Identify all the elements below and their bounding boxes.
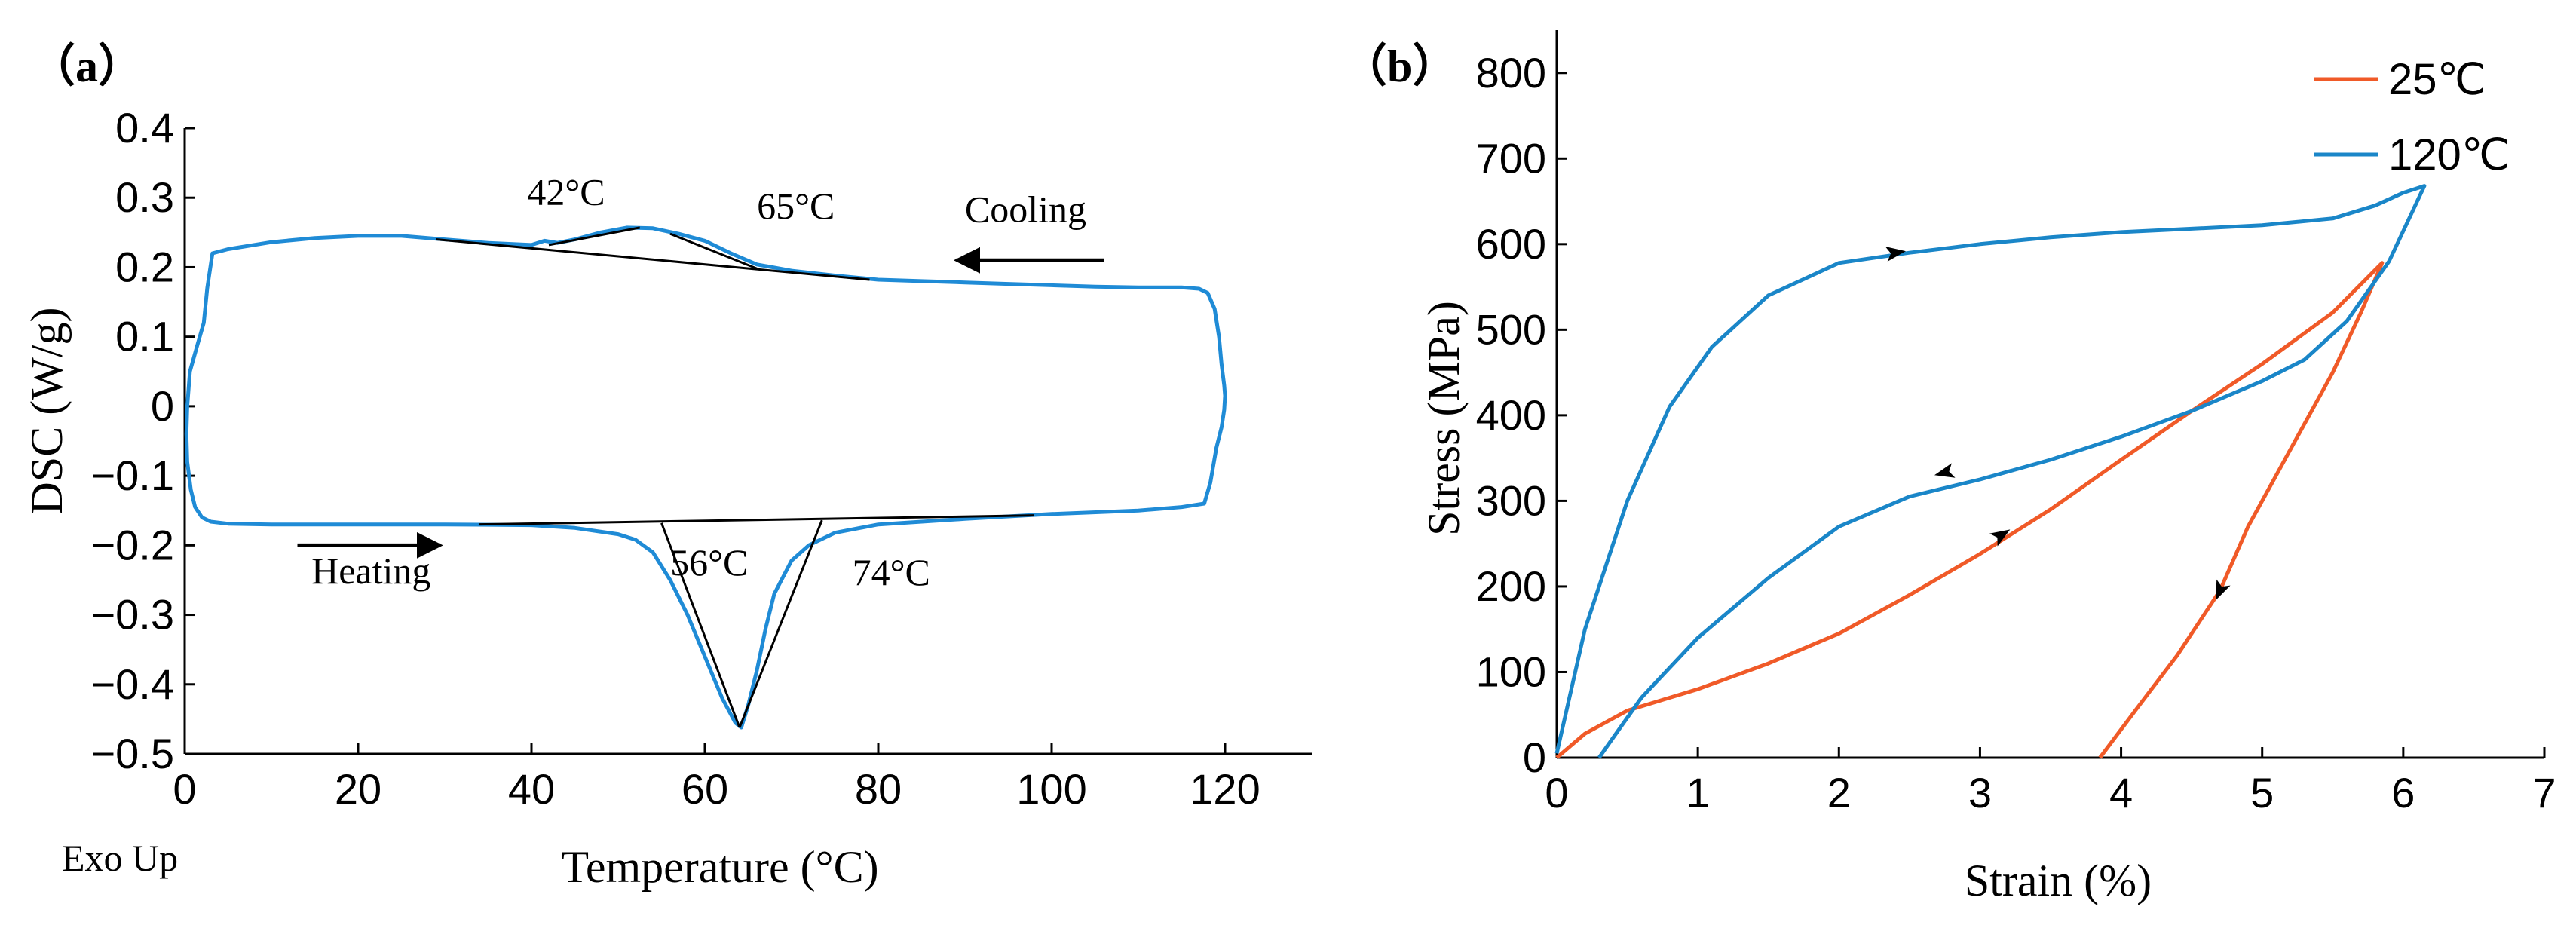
- ss-x-tick-label: 2: [1827, 769, 1851, 816]
- dsc-tangent-line: [479, 514, 1035, 526]
- dsc-annotation: 74°C: [853, 551, 930, 593]
- ss-y-tick-label: 500: [1476, 305, 1546, 353]
- ss-direction-arrowhead: [1989, 529, 2011, 547]
- dsc-tangent-line: [660, 522, 741, 728]
- dsc-y-tick-label: −0.1: [90, 452, 174, 499]
- dsc-x-tick-label: 0: [173, 765, 196, 813]
- ss-y-tick-label: 0: [1523, 734, 1546, 781]
- dsc-tangent-line: [669, 232, 758, 270]
- ss-y-tick-label: 200: [1476, 562, 1546, 610]
- ss-x-tick-label: 1: [1686, 769, 1710, 816]
- dsc-y-tick-label: −0.2: [90, 521, 174, 568]
- ss-y-tick-label: 400: [1476, 391, 1546, 439]
- dsc-tangent-line: [548, 226, 641, 247]
- stress-strain-axes: 0 1 2 3 4 5 6 7 0 100 200 300 400 500 600 700 800: [1476, 30, 2556, 816]
- dsc-y-axis-label: DSC (W/g): [22, 308, 72, 515]
- dsc-tangent-line: [738, 519, 823, 728]
- ss-x-tick-label: 4: [2109, 769, 2133, 816]
- dsc-annotation: 42°C: [527, 170, 605, 213]
- ss-x-tick-label: 6: [2391, 769, 2415, 816]
- dsc-x-tick-label: 40: [508, 765, 555, 813]
- dsc-y-tick-label: 0: [151, 382, 174, 430]
- ss-y-tick-label: 800: [1476, 49, 1546, 96]
- ss-x-tick-label: 5: [2250, 769, 2274, 816]
- dsc-tangent-line: [436, 238, 870, 281]
- legend-label-1: 120℃: [2388, 130, 2510, 179]
- dsc-annotation: Heating: [311, 550, 430, 592]
- dsc-annotation: Cooling: [965, 188, 1086, 231]
- dsc-x-tick-label: 80: [855, 765, 902, 813]
- stress-strain-direction-arrows: [1885, 247, 2231, 601]
- ss-direction-arrowhead: [1885, 247, 1906, 262]
- dsc-x-axis-label: Temperature (°C): [561, 842, 878, 892]
- dsc-y-tick-label: 0.4: [115, 104, 174, 152]
- panel-b-label: （b）: [1342, 41, 1457, 91]
- dsc-series-line: [184, 225, 1227, 730]
- stress-strain-curves: [1554, 184, 2427, 759]
- dsc-y-tick-label: 0.1: [115, 313, 174, 360]
- stress-strain-y-axis-label: Stress (MPa): [1419, 301, 1469, 536]
- ss-x-tick-label: 7: [2532, 769, 2556, 816]
- dsc-annotation: 65°C: [757, 185, 835, 227]
- dsc-axes: 0 20 40 60 80 100 120 −0.5 −0.4 −0.3 −0.2 −0.1 0 0.1 0…: [90, 104, 1312, 813]
- dsc-panel: （a） 0 20 40 60 80 100 120−0.5−0.4−0.3−0.2−0.10…: [22, 41, 1312, 892]
- ss-y-tick-label: 100: [1476, 648, 1546, 695]
- dsc-y-tick-label: −0.3: [90, 591, 174, 639]
- panel-a-label: （a）: [30, 41, 143, 91]
- dsc-baselines: [436, 226, 1035, 728]
- ss-direction-arrowhead: [1934, 463, 1956, 478]
- dsc-y-tick-label: 0.3: [115, 173, 174, 221]
- ss-y-tick-label: 700: [1476, 134, 1546, 182]
- dsc-x-tick-label: 60: [682, 765, 728, 813]
- legend-label-0: 25℃: [2388, 55, 2486, 104]
- stress-strain-x-axis-label: Strain (%): [1965, 856, 2152, 905]
- ss-x-tick-label: 0: [1545, 769, 1568, 816]
- ss-series-line-0: [1555, 261, 2385, 759]
- exo-up-label: Exo Up: [62, 837, 178, 879]
- ss-direction-arrowhead: [2215, 579, 2231, 601]
- ss-y-tick-label: 300: [1476, 476, 1546, 524]
- ss-x-tick-label: 3: [1968, 769, 1992, 816]
- stress-strain-panel: （b） 0 1 2 3 4 5 6 7 0 100 200 300 400 500 600 700 800 25…: [1342, 30, 2556, 905]
- dsc-annotations: 42°C 65°C 56°C 74°C Cooling Heating: [297, 170, 1104, 593]
- dsc-x-tick-label: 100: [1016, 765, 1086, 813]
- dsc-curve-group: [184, 225, 1227, 730]
- legend: 25℃ 120℃: [2314, 55, 2510, 179]
- dsc-y-tick-label: 0.2: [115, 243, 174, 290]
- dsc-y-tick-label: −0.4: [90, 660, 174, 708]
- dsc-x-tick-label: 120: [1190, 765, 1260, 813]
- ss-series-line-1: [1554, 184, 2427, 759]
- dsc-annotation: 56°C: [670, 541, 748, 583]
- dsc-x-tick-label: 20: [335, 765, 381, 813]
- ss-y-tick-label: 600: [1476, 220, 1546, 268]
- dsc-y-tick-label: −0.5: [90, 730, 174, 777]
